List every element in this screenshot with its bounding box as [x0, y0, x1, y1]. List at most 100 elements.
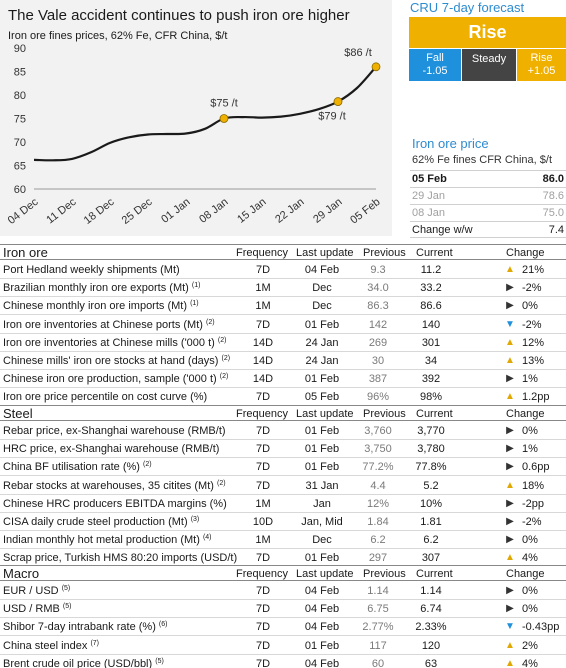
forecast-headline: Rise [409, 17, 566, 48]
section-header: Iron ore Frequency Last update Previous Curr… [0, 244, 566, 260]
col-change: Change [506, 247, 545, 259]
indicator-change: 1% [522, 373, 538, 386]
triangle-up-icon: ▲ [505, 336, 515, 348]
indicator-previous: 387 [368, 373, 388, 386]
indicator-label: Chinese monthly iron ore imports (Mt) (1… [3, 297, 199, 315]
price-marker [219, 114, 229, 123]
footnote-ref: (5) [61, 585, 71, 592]
indicator-last-update: 01 Feb [304, 373, 340, 386]
indicator-label: Chinese mills' iron ore stocks at hand (… [3, 352, 230, 370]
indicator-current: 33.2 [420, 282, 442, 295]
indicator-row: Brent crude oil price (USD/bbl) (5) 7D 04 … [0, 655, 566, 668]
indicator-label: Chinese HRC producers EBITDA margins (%) [3, 495, 227, 513]
footnote-ref: (2) [216, 479, 226, 487]
footnote-ref: (2) [143, 461, 152, 469]
price-date: 29 Jan [412, 190, 446, 202]
triangle-up-icon: ▲ [505, 264, 515, 275]
indicator-change: -2% [522, 516, 542, 528]
indicator-label: China BF utilisation rate (%) (2) [3, 458, 152, 476]
y-tick-label: 90 [14, 43, 26, 55]
indicator-last-update: 04 Feb [304, 621, 340, 634]
indicator-change: 4% [522, 657, 538, 668]
indicator-label-text: Scrap price, Turkish HMS 80:20 imports (… [3, 552, 238, 565]
indicator-last-update: 01 Feb [304, 552, 340, 565]
indicator-row: EUR / USD (5) 7D 04 Feb 1.14 1.14 ▶ 0% [0, 582, 566, 600]
indicator-previous: 34.0 [367, 282, 389, 295]
indicator-last-update: 01 Feb [304, 443, 340, 456]
indicator-last-update: 01 Feb [304, 639, 340, 652]
footnote-ref: (5) [62, 603, 72, 611]
indicator-last-update: Jan [313, 497, 331, 510]
indicator-label: CISA daily crude steel production (Mt) (… [3, 513, 199, 531]
indicator-previous: 6.2 [370, 534, 386, 547]
footnote-ref: (5) [155, 657, 164, 665]
indicator-previous: 3,750 [364, 443, 392, 456]
indicator-change: 2% [522, 639, 538, 652]
indicator-previous: 12% [366, 497, 390, 510]
chart-subtitle: Iron ore fines prices, 62% Fe, CFR China… [8, 30, 228, 42]
indicator-last-update: Dec [312, 534, 332, 547]
x-tick-label: 29 Jan [311, 196, 344, 226]
indicator-current: 2.33% [415, 621, 447, 634]
indicator-current: 3,780 [417, 443, 445, 456]
triangle-down-icon: ▼ [505, 621, 515, 633]
indicator-label: Brazilian monthly iron ore exports (Mt) … [3, 279, 200, 297]
indicator-current: 140 [421, 318, 441, 331]
indicator-previous: 3,760 [364, 425, 392, 437]
indicator-label: Port Hedland weekly shipments (Mt) [3, 261, 180, 279]
price-date: 05 Feb [412, 173, 447, 185]
indicator-last-update: 01 Feb [304, 461, 340, 474]
indicator-last-update: Dec [312, 282, 332, 295]
indicator-last-update: 05 Feb [304, 391, 340, 404]
indicator-current: 86.6 [420, 300, 442, 313]
indicator-current: 301 [421, 336, 441, 349]
indicator-last-update: 04 Feb [304, 585, 340, 597]
y-tick-label: 80 [14, 90, 26, 102]
indicator-current: 1.81 [420, 516, 442, 528]
col-last-update: Last update [296, 247, 354, 259]
price-date: 08 Jan [412, 207, 446, 219]
section-name: Iron ore [3, 245, 48, 260]
change-label: Change w/w [412, 224, 473, 236]
indicator-current: 3,770 [417, 425, 445, 437]
indicator-current: 11.2 [420, 264, 442, 276]
footnote-ref: (4) [202, 534, 212, 542]
price-value: 78.6 [542, 190, 564, 202]
indicator-previous: 1.14 [367, 585, 389, 597]
indicator-last-update: 24 Jan [305, 355, 339, 367]
indicator-change: 0.6pp [522, 461, 550, 474]
indicator-label: Chinese iron ore production, sample ('00… [3, 370, 228, 388]
indicator-change: 13% [522, 355, 545, 367]
indicator-label-text: China steel index [3, 639, 88, 652]
indicator-previous: 6.75 [367, 603, 389, 616]
indicator-label-text: EUR / USD [3, 585, 59, 597]
indicator-change: -2% [522, 318, 542, 331]
col-frequency: Frequency [236, 568, 288, 580]
price-marker [333, 97, 343, 106]
indicator-last-update: 24 Jan [305, 336, 339, 349]
x-tick-label: 25 Dec [120, 196, 155, 227]
iron-ore-price-title: Iron ore price [412, 136, 489, 151]
indicator-previous: 117 [369, 639, 387, 652]
footnote-ref: (2) [217, 336, 227, 344]
forecast-title: CRU 7-day forecast [410, 0, 525, 15]
data-label: $86 /t [344, 47, 372, 59]
indicator-frequency: 7D [255, 264, 271, 276]
indicator-previous: 269 [368, 336, 388, 349]
footnote-ref: (1) [191, 282, 201, 290]
indicator-last-update: 01 Feb [304, 425, 340, 437]
triangle-up-icon: ▲ [505, 639, 515, 651]
indicator-current: 120 [421, 639, 441, 652]
col-current: Current [416, 247, 453, 259]
triangle-up-icon: ▲ [505, 657, 515, 668]
indicator-label: Iron ore inventories at Chinese ports (M… [3, 316, 215, 334]
indicator-last-update: 04 Feb [304, 657, 340, 668]
footnote-ref: (2) [205, 318, 215, 326]
indicator-previous: 86.3 [367, 300, 389, 313]
col-current: Current [416, 568, 453, 580]
indicator-row: Chinese mills' iron ore stocks at hand (… [0, 352, 566, 370]
indicator-previous: 96% [366, 391, 390, 404]
indicator-current: 1.14 [420, 585, 442, 597]
indicator-change: -2% [522, 282, 542, 295]
section-name: Steel [3, 406, 33, 421]
